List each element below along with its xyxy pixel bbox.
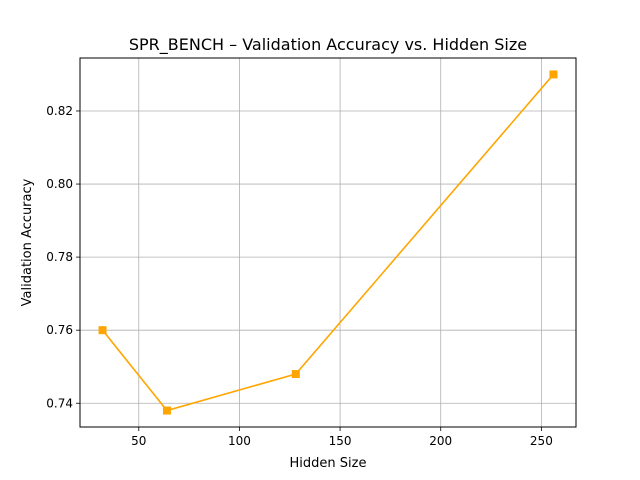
x-tick-label: 50 xyxy=(131,434,146,448)
chart-title: SPR_BENCH – Validation Accuracy vs. Hidd… xyxy=(129,35,527,55)
y-tick-label: 0.76 xyxy=(46,323,73,337)
x-tick-label: 150 xyxy=(329,434,352,448)
x-axis-label: Hidden Size xyxy=(290,456,367,471)
y-tick-label: 0.78 xyxy=(46,250,73,264)
y-tick-label: 0.74 xyxy=(46,396,73,410)
x-tick-label: 200 xyxy=(429,434,452,448)
data-point-marker xyxy=(98,326,107,335)
x-tick-label: 250 xyxy=(530,434,553,448)
data-point-marker xyxy=(291,370,300,379)
series-layer xyxy=(98,70,558,415)
y-axis-label: Validation Accuracy xyxy=(20,178,35,306)
series-line xyxy=(101,73,555,412)
x-tick-label: 100 xyxy=(228,434,251,448)
grid-lines xyxy=(80,58,576,427)
y-tick-label: 0.82 xyxy=(46,104,73,118)
plot-area-frame xyxy=(79,57,577,428)
data-point-marker xyxy=(162,406,171,415)
axis-ticks: 50 100 150 200 250 0.74 0.76 0.78 0.80 0.82 xyxy=(46,104,553,448)
data-point-marker xyxy=(549,70,558,79)
y-tick-label: 0.80 xyxy=(46,177,73,191)
